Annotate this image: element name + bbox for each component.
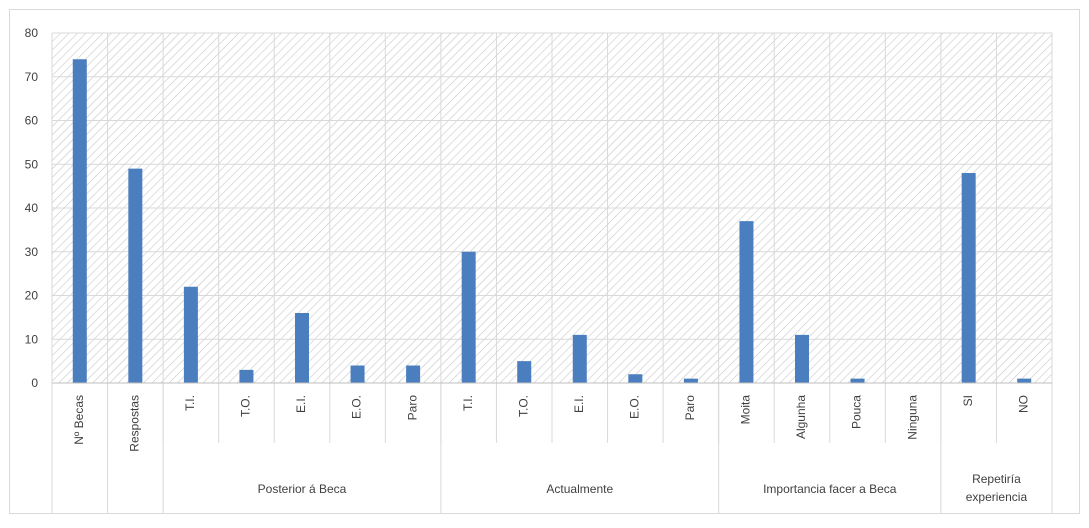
category-label: E.O. [350, 395, 364, 419]
category-label: Paro [683, 395, 697, 421]
category-label: Moita [739, 395, 753, 425]
y-tick-label: 80 [25, 26, 39, 40]
category-label: Ninguna [905, 395, 919, 440]
group-label: Importancia facer a Beca [763, 482, 897, 496]
y-tick-label: 70 [25, 70, 39, 84]
category-label: Nº Becas [72, 395, 86, 445]
x-axis: Nº Becas Respostas T.I. T.O. E.I. E.O. Paro T.I… [51, 382, 1053, 513]
bar [295, 313, 309, 383]
bar [183, 286, 198, 383]
bar [517, 361, 532, 383]
category-label: E.I. [572, 395, 586, 413]
y-tick-label: 30 [25, 245, 39, 259]
bar [406, 365, 421, 383]
y-tick-label: 40 [25, 201, 39, 215]
category-label: Paro [405, 395, 419, 421]
group-label: Repetiría [972, 472, 1021, 486]
gridlines [51, 32, 1053, 384]
category-label: E.I. [294, 395, 308, 413]
bar [128, 168, 143, 383]
bar [961, 173, 976, 383]
bar [72, 59, 87, 383]
category-label: Respostas [128, 395, 142, 452]
category-label: SI [961, 395, 975, 406]
bar [628, 374, 643, 383]
category-label: Algunha [794, 395, 808, 439]
bar [683, 378, 698, 383]
group-label: experiencia [966, 490, 1028, 504]
category-label: NO [1016, 395, 1030, 413]
bar [461, 251, 476, 383]
bars [72, 59, 1032, 383]
y-tick-label: 60 [25, 114, 39, 128]
category-label: T.I. [461, 395, 475, 411]
y-tick-label: 20 [25, 289, 39, 303]
y-tick-label: 50 [25, 157, 39, 171]
y-axis: 0 10 20 30 40 50 60 70 80 [25, 26, 39, 390]
category-label: T.O. [516, 395, 530, 417]
y-tick-label: 0 [31, 376, 38, 390]
bar [1017, 378, 1032, 383]
bar [239, 369, 254, 383]
y-tick-label: 10 [25, 332, 39, 346]
group-label: Actualmente [546, 482, 613, 496]
bar [739, 221, 754, 383]
category-label: E.O. [628, 395, 642, 419]
category-label: Pouca [850, 395, 864, 429]
bar [572, 334, 587, 383]
category-label: T.I. [183, 395, 197, 411]
bar [795, 334, 809, 383]
bar [350, 365, 365, 383]
bar [850, 378, 865, 383]
category-label: T.O. [239, 395, 253, 417]
group-label: Posterior á Beca [258, 482, 347, 496]
